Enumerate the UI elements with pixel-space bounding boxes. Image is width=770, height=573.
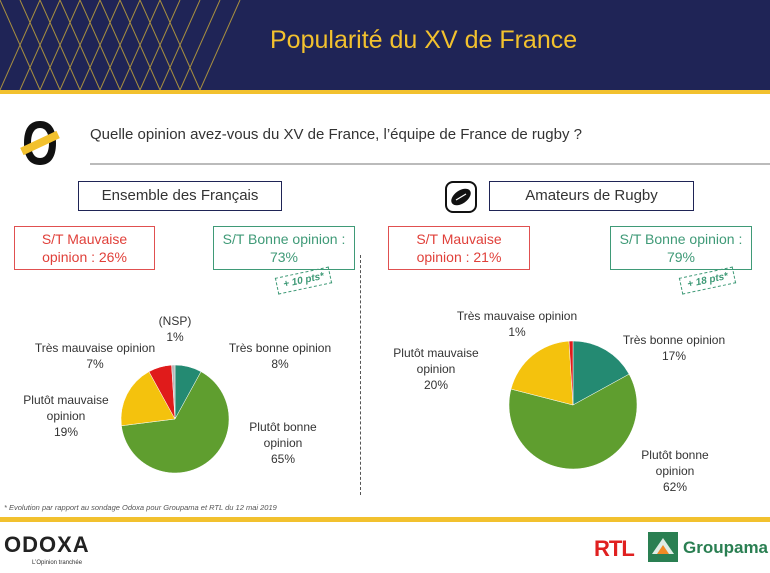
odoxa-logo: ODOXA <box>4 532 90 557</box>
group-label-left: Ensemble des Français <box>78 181 282 211</box>
label-tres-bonne-right-value: 17% <box>661 349 687 363</box>
header-pattern <box>0 0 241 90</box>
page-title: Popularité du XV de France <box>270 26 578 54</box>
pie-right-slice-1 <box>508 373 638 470</box>
label-tres-bonne-left-value: 8% <box>271 357 289 371</box>
odoxa-icon <box>20 121 60 165</box>
pie-left-slice-2 <box>120 371 176 427</box>
label-plutot-bonne-left: Plutôt bonne opinion 65% <box>240 419 326 467</box>
label-plutot-bonne-left-value: 65% <box>270 452 296 466</box>
pie-chart-left <box>120 364 230 474</box>
question-text: Quelle opinion avez-vous du XV de France… <box>90 126 582 143</box>
label-tres-bonne-right-name: Très bonne opinion <box>622 333 726 347</box>
header-divider <box>0 90 770 94</box>
label-tres-mauvaise-right-name: Très mauvaise opinion <box>456 309 578 323</box>
st-good-left: S/T Bonne opinion : 73% <box>213 226 355 270</box>
label-plutot-bonne-right-name: Plutôt bonne opinion <box>641 448 709 478</box>
label-plutot-mauvaise-left: Plutôt mauvaise opinion 19% <box>18 392 114 440</box>
st-bad-right: S/T Mauvaise opinion : 21% <box>388 226 530 270</box>
evolution-badge-left: + 10 pts* <box>274 266 333 295</box>
label-nsp-left-value: 1% <box>166 330 184 344</box>
label-tres-mauvaise-right-value: 1% <box>508 325 526 339</box>
rtl-logo: RTL <box>594 536 635 561</box>
label-tres-mauvaise-left-name: Très mauvaise opinion <box>34 341 156 355</box>
label-plutot-mauvaise-right-value: 20% <box>423 378 449 392</box>
label-plutot-bonne-left-name: Plutôt bonne opinion <box>249 420 317 450</box>
label-nsp-left-name: (NSP) <box>158 314 192 328</box>
label-tres-mauvaise-left-value: 7% <box>86 357 104 371</box>
header-banner: Popularité du XV de France <box>0 0 770 90</box>
groupama-logo-icon <box>648 532 678 562</box>
pie-chart-right <box>508 340 638 470</box>
pie-right-slice-3 <box>568 340 574 406</box>
label-nsp-left: (NSP) 1% <box>150 313 200 345</box>
section-divider <box>360 255 361 495</box>
label-tres-bonne-left-name: Très bonne opinion <box>228 341 332 355</box>
label-tres-bonne-left: Très bonne opinion 8% <box>225 340 335 372</box>
label-plutot-mauvaise-left-value: 19% <box>53 425 79 439</box>
label-plutot-mauvaise-left-name: Plutôt mauvaise opinion <box>23 393 109 423</box>
pie-right-slice-0 <box>572 340 630 406</box>
pie-right-slice-2 <box>510 340 574 406</box>
label-tres-mauvaise-left: Très mauvaise opinion 7% <box>30 340 160 372</box>
footer-divider <box>0 517 770 522</box>
label-plutot-mauvaise-right: Plutôt mauvaise opinion 20% <box>386 345 486 393</box>
st-bad-left: S/T Mauvaise opinion : 26% <box>14 226 155 270</box>
label-plutot-bonne-right: Plutôt bonne opinion 62% <box>632 447 718 495</box>
st-good-right: S/T Bonne opinion : 79% <box>610 226 752 270</box>
footnote: * Evolution par rapport au sondage Odoxa… <box>4 503 277 512</box>
question-rule <box>90 163 770 165</box>
group-label-right: Amateurs de Rugby <box>489 181 694 211</box>
label-tres-mauvaise-right: Très mauvaise opinion 1% <box>452 308 582 340</box>
groupama-logo: Groupama <box>683 538 769 557</box>
pie-left-slice-1 <box>121 371 230 474</box>
rugby-ball-icon <box>445 181 477 213</box>
pie-left-slice-4 <box>171 364 176 420</box>
label-plutot-mauvaise-right-name: Plutôt mauvaise opinion <box>393 346 479 376</box>
evolution-badge-right: + 18 pts* <box>678 266 737 295</box>
label-plutot-bonne-right-value: 62% <box>662 480 688 494</box>
odoxa-tagline: L’Opinion tranchée <box>32 560 83 566</box>
label-tres-bonne-right: Très bonne opinion 17% <box>614 332 734 364</box>
